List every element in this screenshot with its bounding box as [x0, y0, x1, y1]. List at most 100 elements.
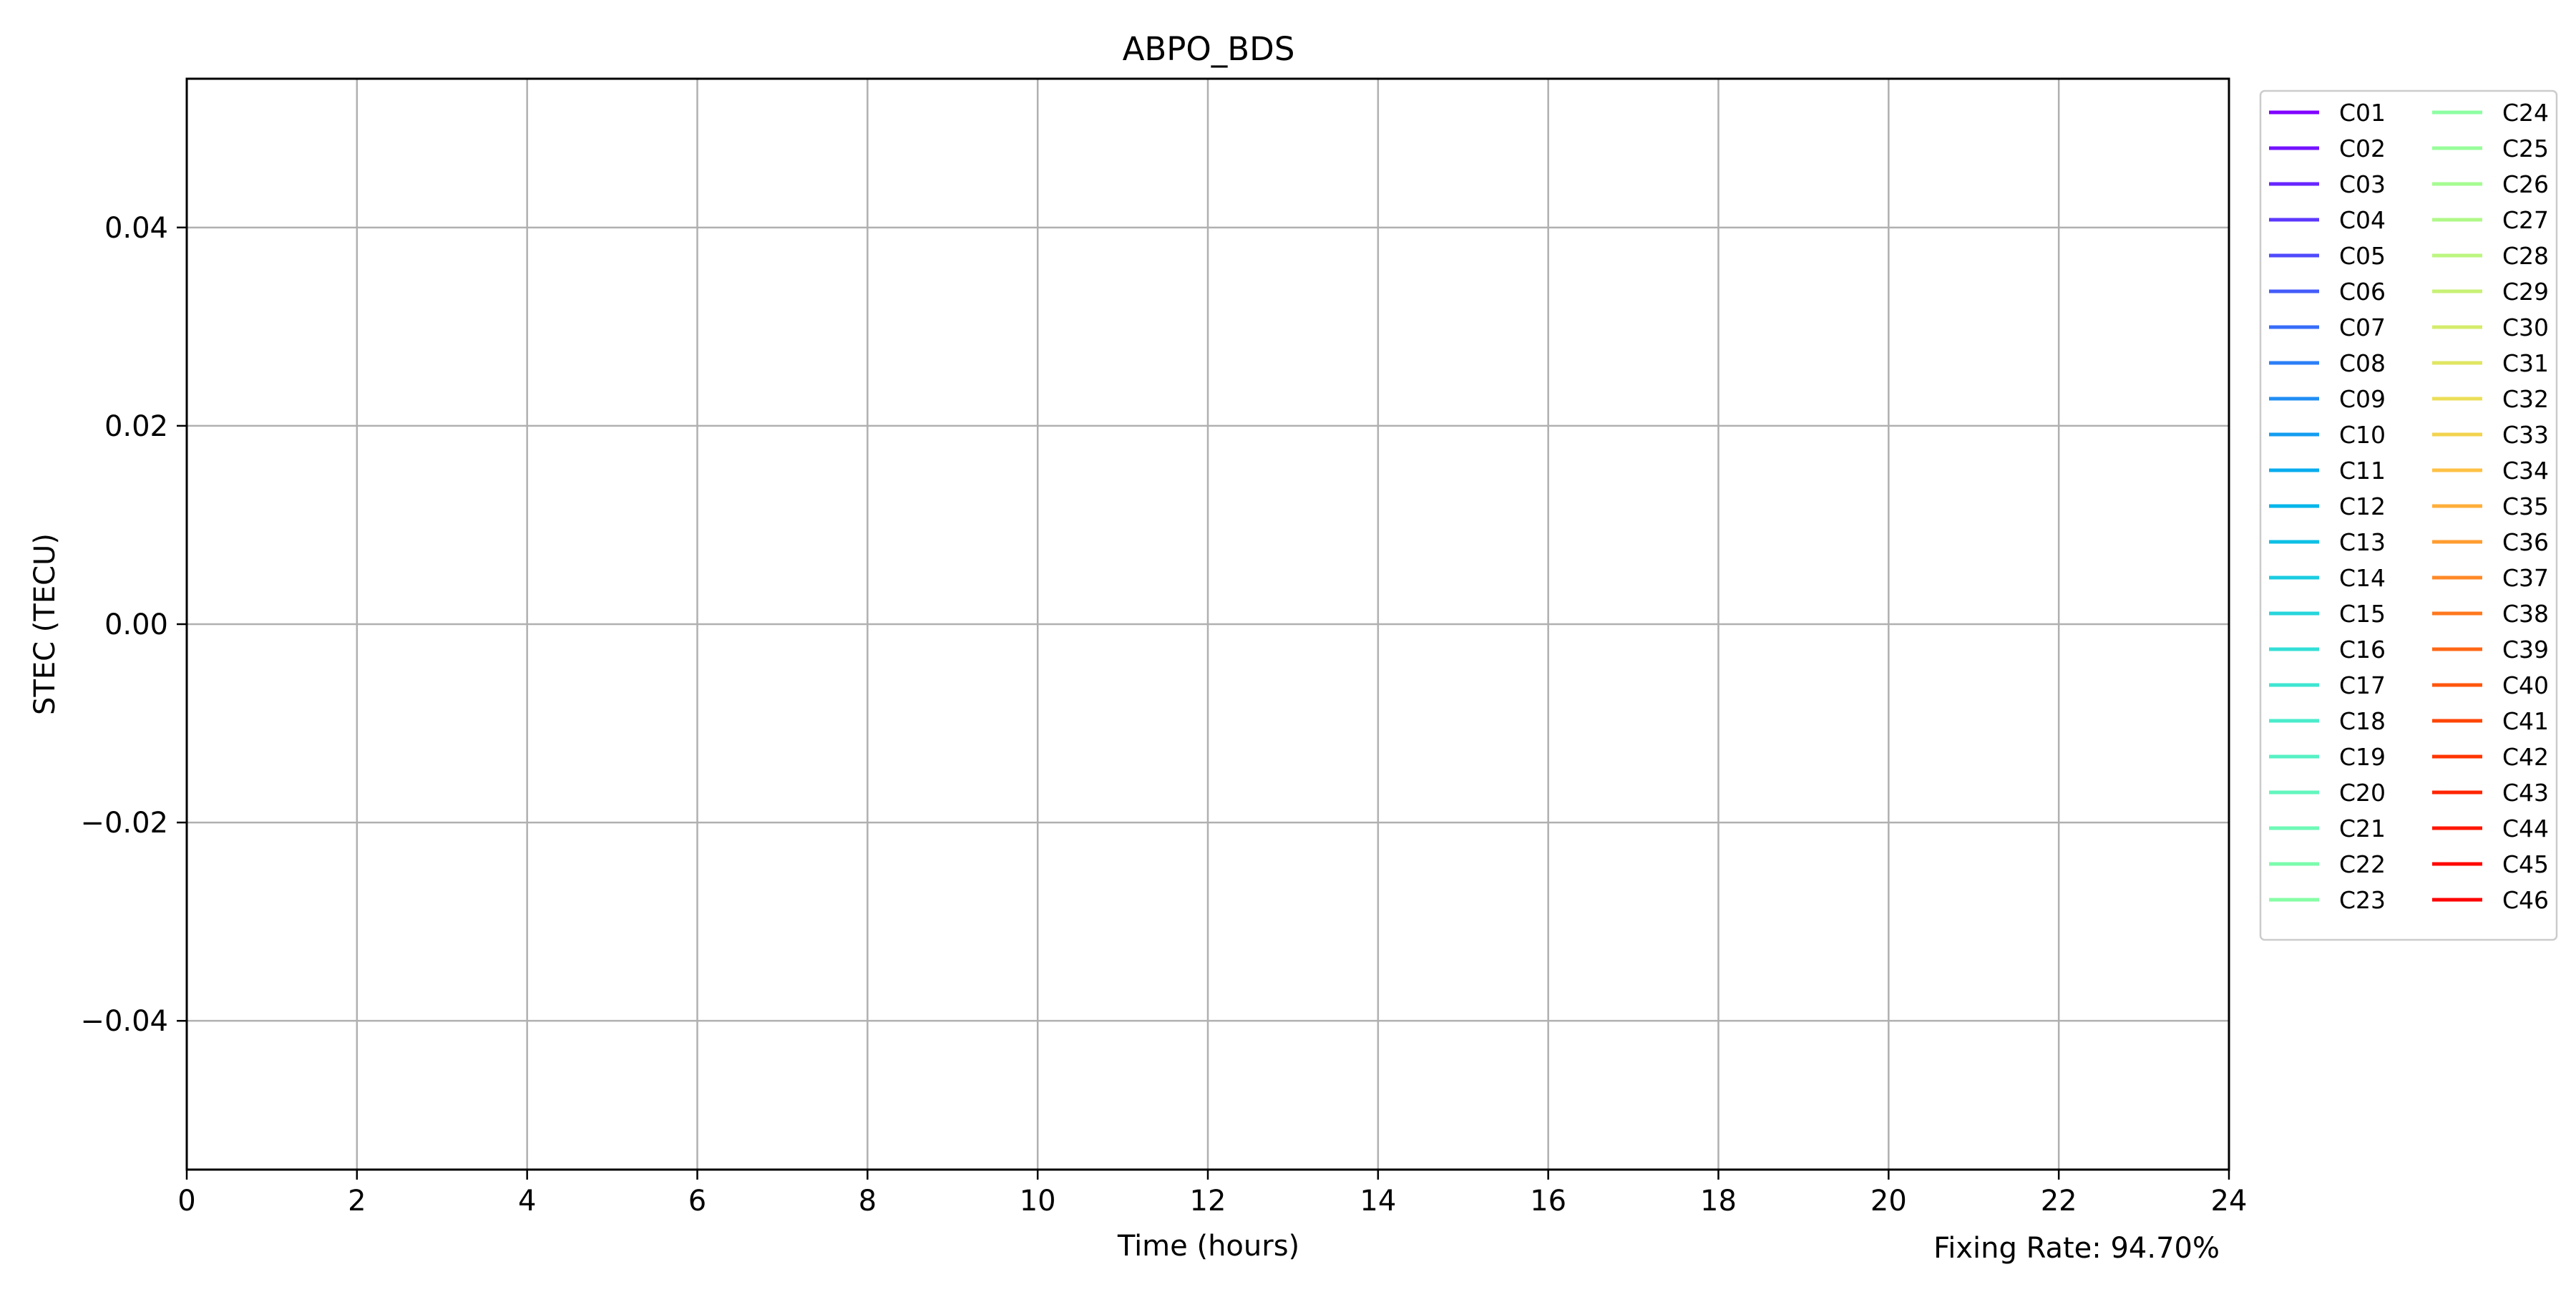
legend-label: C11: [2339, 457, 2386, 485]
legend-label: C42: [2502, 743, 2549, 771]
chart-title: ABPO_BDS: [1123, 30, 1295, 68]
legend-entry-C46: C46: [2432, 886, 2549, 914]
legend-entry-C13: C13: [2269, 528, 2386, 556]
legend-entry-C05: C05: [2269, 242, 2386, 270]
x-tick-label: 6: [688, 1185, 706, 1218]
legend-box: [2259, 89, 2558, 941]
legend-entry-C44: C44: [2432, 815, 2549, 842]
legend-label: C01: [2339, 99, 2386, 127]
legend-label: C05: [2339, 242, 2386, 270]
legend-entry-C23: C23: [2269, 886, 2386, 914]
x-tick-label: 8: [859, 1185, 877, 1218]
legend-label: C37: [2502, 564, 2549, 592]
legend-entry-C30: C30: [2432, 314, 2549, 341]
legend-label: C27: [2502, 206, 2549, 234]
legend-entry-C01: C01: [2269, 99, 2386, 127]
legend-label: C39: [2502, 636, 2549, 664]
legend-label: C30: [2502, 314, 2549, 341]
y-tick-label: 0.00: [104, 608, 168, 641]
legend-entry-C37: C37: [2432, 564, 2549, 592]
legend-label: C15: [2339, 600, 2386, 628]
legend-label: C25: [2502, 135, 2549, 162]
legend-entry-C25: C25: [2432, 135, 2549, 162]
x-tick-label: 10: [1020, 1185, 1056, 1218]
legend-entry-C28: C28: [2432, 242, 2549, 270]
x-axis-label: Time (hours): [1117, 1230, 1299, 1263]
legend-label: C31: [2502, 349, 2549, 377]
x-tick-label: 20: [1870, 1185, 1907, 1218]
legend-label: C26: [2502, 170, 2549, 198]
legend-entry-C12: C12: [2269, 492, 2386, 520]
legend-entry-C26: C26: [2432, 170, 2549, 198]
legend-entry-C24: C24: [2432, 99, 2549, 127]
axis-ticks: 0 2 4 6 8 10 12 14 16 18 20 22 24−0.04−0.020.000.020…: [80, 212, 2247, 1218]
legend-entry-C45: C45: [2432, 850, 2549, 878]
legend-label: C38: [2502, 600, 2549, 628]
legend-label: C02: [2339, 135, 2386, 162]
legend-entry-C31: C31: [2432, 349, 2549, 377]
legend-label: C23: [2339, 886, 2386, 914]
legend-label: C16: [2339, 636, 2386, 664]
legend-entry-C15: C15: [2269, 600, 2386, 628]
x-tick-label: 2: [348, 1185, 366, 1218]
legend-label: C20: [2339, 779, 2386, 807]
legend-entry-C34: C34: [2432, 457, 2549, 485]
legend-label: C35: [2502, 492, 2549, 520]
legend-label: C24: [2502, 99, 2549, 127]
legend-label: C28: [2502, 242, 2549, 270]
y-axis-label: STEC (TECU): [29, 533, 62, 715]
legend-entry-C40: C40: [2432, 671, 2549, 699]
legend-entry-C42: C42: [2432, 743, 2549, 771]
legend-label: C18: [2339, 707, 2386, 735]
legend-entry-C14: C14: [2269, 564, 2386, 592]
legend-label: C44: [2502, 815, 2549, 842]
legend-entry-C35: C35: [2432, 492, 2549, 520]
legend-label: C46: [2502, 886, 2549, 914]
legend-entry-C04: C04: [2269, 206, 2386, 234]
legend-entry-C29: C29: [2432, 278, 2549, 306]
legend-label: C29: [2502, 278, 2549, 306]
legend-label: C17: [2339, 671, 2386, 699]
legend-entry-C32: C32: [2432, 385, 2549, 413]
legend-label: C03: [2339, 170, 2386, 198]
legend-label: C04: [2339, 206, 2386, 234]
legend-entry-C22: C22: [2269, 850, 2386, 878]
legend-entry-C33: C33: [2432, 421, 2549, 449]
legend-label: C19: [2339, 743, 2386, 771]
legend-label: C41: [2502, 707, 2549, 735]
legend-entry-C36: C36: [2432, 528, 2549, 556]
legend-entry-C07: C07: [2269, 314, 2386, 341]
y-tick-label: −0.04: [80, 1005, 168, 1038]
legend-label: C32: [2502, 385, 2549, 413]
legend-label: C22: [2339, 850, 2386, 878]
legend-entry-C03: C03: [2269, 170, 2386, 198]
y-tick-label: 0.04: [104, 212, 168, 245]
legend-entry-C19: C19: [2269, 743, 2386, 771]
y-tick-label: −0.02: [80, 807, 168, 840]
x-tick-label: 22: [2041, 1185, 2077, 1218]
legend-entry-C02: C02: [2269, 135, 2386, 162]
legend-entry-C18: C18: [2269, 707, 2386, 735]
legend-entry-C11: C11: [2269, 457, 2386, 485]
legend-label: C34: [2502, 457, 2549, 485]
legend-entry-C20: C20: [2269, 779, 2386, 807]
legend-label: C13: [2339, 528, 2386, 556]
x-tick-label: 12: [1190, 1185, 1226, 1218]
legend-label: C09: [2339, 385, 2386, 413]
legend-label: C12: [2339, 492, 2386, 520]
legend-entry-C06: C06: [2269, 278, 2386, 306]
legend-label: C33: [2502, 421, 2549, 449]
legend-entry-C08: C08: [2269, 349, 2386, 377]
legend-entry-C27: C27: [2432, 206, 2549, 234]
legend-entry-C21: C21: [2269, 815, 2386, 842]
fixing-rate-annotation: Fixing Rate: 94.70%: [1933, 1232, 2220, 1265]
legend-label: C14: [2339, 564, 2386, 592]
legend-entry-C38: C38: [2432, 600, 2549, 628]
legend: C01 C02 C03 C04 C05 C06 C07 C08 C09 C10 C11 C12 C13 C…: [2259, 89, 2558, 941]
legend-entry-C17: C17: [2269, 671, 2386, 699]
y-tick-label: 0.02: [104, 410, 168, 443]
legend-label: C07: [2339, 314, 2386, 341]
x-tick-label: 0: [177, 1185, 195, 1218]
legend-entry-C10: C10: [2269, 421, 2386, 449]
